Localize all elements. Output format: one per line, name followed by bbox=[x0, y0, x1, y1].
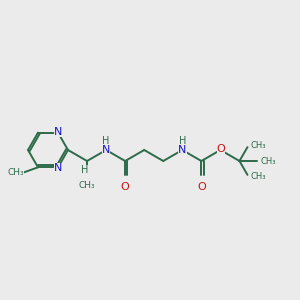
Text: N: N bbox=[102, 145, 110, 155]
Text: N: N bbox=[178, 145, 187, 155]
Text: O: O bbox=[197, 182, 206, 192]
Text: O: O bbox=[217, 144, 225, 154]
Text: H: H bbox=[81, 165, 89, 175]
Text: CH₃: CH₃ bbox=[250, 141, 266, 150]
Text: CH₃: CH₃ bbox=[79, 181, 95, 190]
Text: H: H bbox=[178, 136, 186, 146]
Text: CH₃: CH₃ bbox=[260, 157, 276, 166]
Text: N: N bbox=[54, 163, 63, 173]
Text: O: O bbox=[121, 182, 130, 192]
Text: CH₃: CH₃ bbox=[8, 168, 24, 177]
Text: N: N bbox=[54, 127, 63, 137]
Text: H: H bbox=[102, 136, 110, 146]
Text: CH₃: CH₃ bbox=[250, 172, 266, 182]
